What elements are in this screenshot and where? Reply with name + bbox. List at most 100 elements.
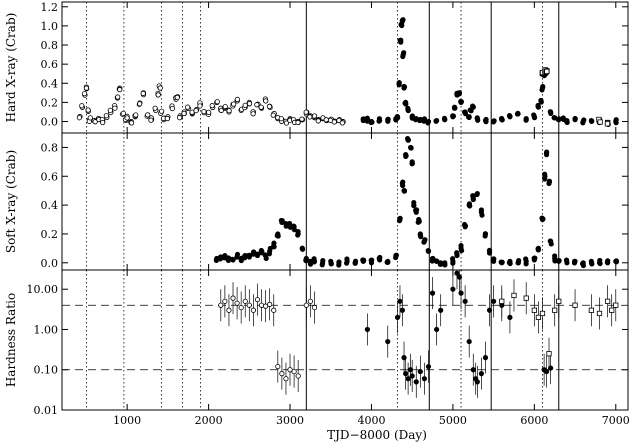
data-point [548, 241, 554, 247]
data-point [563, 257, 570, 264]
data-point [100, 119, 106, 126]
panel-frame [61, 132, 629, 271]
data-point [597, 257, 603, 264]
data-point [491, 118, 497, 124]
data-point [307, 298, 313, 304]
data-point [415, 219, 421, 225]
data-point [385, 118, 391, 124]
data-point [79, 103, 85, 109]
x-axis: TJD−8000 (Day) 1000 2000 3000 4000 5000 6000 7… [113, 414, 630, 442]
data-point [425, 119, 431, 125]
data-point [539, 310, 546, 317]
data-point [589, 118, 595, 124]
data-point [458, 243, 464, 249]
data-point [174, 94, 180, 101]
data-point [295, 119, 301, 126]
data-point [580, 120, 586, 126]
data-point [246, 252, 252, 258]
data-point [177, 115, 183, 121]
data-point [470, 367, 476, 373]
data-point [434, 326, 440, 333]
data-point [450, 260, 456, 266]
data-point [552, 253, 558, 259]
data-point [580, 262, 587, 269]
data-point [441, 261, 447, 268]
data-point [222, 103, 228, 110]
data-point [542, 176, 548, 182]
data-point [531, 115, 538, 121]
data-point [258, 302, 265, 308]
y-tick-label: 0.01 [34, 404, 59, 417]
data-point [548, 365, 554, 371]
x-tick-label: 1000 [113, 414, 141, 427]
data-point [475, 117, 481, 123]
panel-1: 0.0 0.2 0.4 0.6 0.8 1.0 1.2 Hard X-ray (Crab) [4, 1, 629, 134]
data-point [543, 368, 550, 375]
data-point [538, 99, 544, 105]
data-point [148, 117, 154, 123]
x-tick-label: 7000 [602, 414, 630, 427]
data-point [401, 50, 407, 56]
data-point [193, 107, 199, 114]
data-point [344, 260, 350, 266]
data-point [609, 307, 615, 313]
data-point [250, 307, 256, 313]
data-point [291, 368, 297, 375]
y-tick-label: 0.4 [41, 77, 59, 90]
data-point [250, 250, 256, 256]
data-point [465, 114, 472, 120]
x-tick-label: 2000 [195, 414, 223, 427]
data-point [404, 136, 411, 142]
data-point [461, 221, 468, 228]
data-point [491, 298, 497, 304]
data-point [397, 215, 403, 221]
data-point [409, 373, 415, 379]
data-point [222, 298, 228, 304]
y-tick-label: 0.2 [41, 228, 59, 241]
data-point [430, 255, 436, 262]
y-tick-label: 0.0 [41, 116, 59, 129]
data-point [87, 115, 93, 121]
data-point [499, 115, 505, 122]
data-point [604, 259, 610, 265]
data-point [588, 307, 594, 313]
data-point [409, 161, 415, 167]
data-point [438, 307, 444, 313]
x-axis-title: TJD−8000 (Day) [327, 428, 427, 442]
data-point [303, 109, 309, 115]
data-point [263, 98, 269, 104]
data-point [339, 120, 346, 126]
x-tick-label: 3000 [276, 414, 304, 427]
data-point [299, 246, 306, 252]
data-point [246, 101, 253, 107]
data-point [395, 115, 401, 121]
data-point [279, 218, 285, 224]
data-point [307, 261, 314, 267]
data-point [401, 188, 408, 194]
data-point [278, 116, 284, 122]
data-point [137, 101, 143, 107]
data-point [548, 110, 554, 117]
data-point [411, 199, 417, 206]
data-point [315, 118, 321, 124]
data-point [250, 111, 256, 117]
data-point [507, 314, 513, 320]
data-point [467, 203, 473, 209]
data-point [295, 229, 301, 235]
data-point [234, 254, 240, 260]
data-point [556, 257, 562, 264]
data-point [403, 371, 409, 377]
y-tick-label: 0.10 [34, 364, 59, 377]
data-point [159, 108, 165, 114]
data-point [157, 85, 163, 91]
data-point [112, 105, 118, 111]
data-point [531, 307, 537, 313]
data-point [478, 371, 485, 377]
data-point [478, 207, 485, 213]
data-point [456, 91, 462, 97]
data-point [433, 118, 439, 124]
data-point [552, 307, 558, 313]
data-point [311, 113, 318, 119]
data-point [303, 302, 309, 308]
